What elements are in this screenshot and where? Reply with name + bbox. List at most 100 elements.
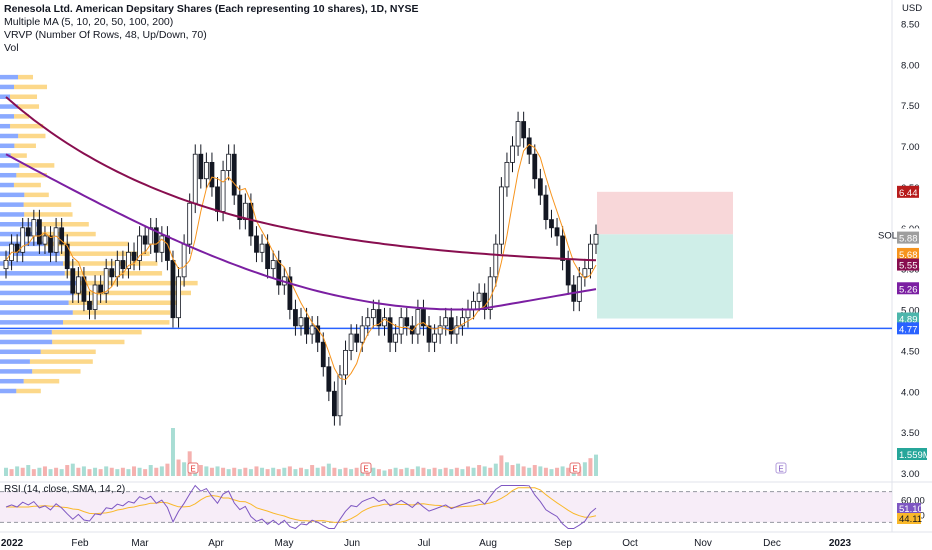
volume-bar bbox=[505, 462, 509, 476]
volume-bar bbox=[472, 468, 476, 476]
volume-bar bbox=[438, 469, 442, 476]
vrvp-up-bar bbox=[0, 193, 24, 198]
volume-bar bbox=[121, 468, 125, 476]
symbol-title[interactable]: Renesola Ltd. American Depsitary Shares … bbox=[4, 3, 419, 16]
volume-bar bbox=[293, 469, 297, 476]
candle-body bbox=[87, 301, 91, 309]
vrvp-up-bar bbox=[0, 291, 74, 296]
volume-bar bbox=[199, 465, 203, 476]
volume-indicator-label[interactable]: Vol bbox=[4, 42, 419, 55]
volume-bar bbox=[427, 469, 431, 476]
candle-body bbox=[93, 285, 97, 310]
candle-body bbox=[544, 195, 548, 220]
volume-bar bbox=[499, 455, 503, 476]
vrvp-down-bar bbox=[16, 389, 40, 394]
candle-body bbox=[188, 203, 192, 244]
candle-body bbox=[216, 187, 220, 212]
candle-body bbox=[533, 154, 537, 179]
candle-body bbox=[310, 326, 314, 334]
candle-body bbox=[177, 277, 181, 318]
earnings-marker-label: E bbox=[190, 465, 195, 474]
candle-body bbox=[121, 260, 125, 268]
volume-bar bbox=[460, 469, 464, 476]
earnings-marker-label: E bbox=[572, 465, 577, 474]
volume-bar bbox=[110, 468, 114, 476]
volume-bar bbox=[349, 469, 353, 476]
earnings-marker-label: E bbox=[778, 465, 783, 474]
x-tick-label: Aug bbox=[479, 538, 497, 549]
volume-bar bbox=[26, 465, 30, 476]
volume-bar bbox=[32, 469, 36, 476]
candle-body bbox=[143, 236, 147, 244]
y-tick-label: 4.00 bbox=[901, 387, 920, 398]
candle-body bbox=[577, 277, 581, 302]
y-tick-label: 8.50 bbox=[901, 19, 920, 30]
volume-bar bbox=[182, 462, 186, 476]
candle-body bbox=[199, 154, 203, 179]
vrvp-up-bar bbox=[0, 340, 52, 345]
candle-body bbox=[204, 162, 208, 178]
volume-bar bbox=[99, 469, 103, 476]
x-tick-label: Sep bbox=[554, 538, 572, 549]
candle-body bbox=[416, 310, 420, 335]
vrvp-indicator-label[interactable]: VRVP (Number Of Rows, 48, Up/Down, 70) bbox=[4, 29, 419, 42]
vrvp-up-bar bbox=[0, 379, 24, 384]
candle-body bbox=[26, 228, 30, 236]
volume-bar bbox=[160, 466, 164, 476]
candle-body bbox=[49, 236, 53, 252]
ma-indicator-label[interactable]: Multiple MA (5, 10, 20, 50, 100, 200) bbox=[4, 16, 419, 29]
volume-bar bbox=[332, 468, 336, 476]
vrvp-up-bar bbox=[0, 212, 24, 217]
stop-loss-zone bbox=[597, 192, 733, 235]
candle-body bbox=[115, 260, 119, 276]
volume-bar bbox=[21, 468, 25, 476]
volume-bar bbox=[49, 469, 53, 476]
vrvp-down-bar bbox=[14, 85, 47, 90]
volume-bar bbox=[260, 468, 264, 476]
volume-bar bbox=[204, 466, 208, 476]
candle-body bbox=[588, 244, 592, 269]
vrvp-down-bar bbox=[24, 379, 60, 384]
volume-bar bbox=[227, 469, 231, 476]
vrvp-up-bar bbox=[0, 281, 77, 286]
volume-bar bbox=[344, 468, 348, 476]
price-label: 5.55 bbox=[899, 261, 918, 272]
rsi-legend[interactable]: RSI (14, close, SMA, 14, 2) bbox=[4, 484, 125, 495]
volume-bar bbox=[232, 468, 236, 476]
candle-body bbox=[449, 318, 453, 334]
x-tick-label: Feb bbox=[71, 538, 89, 549]
candle-body bbox=[561, 236, 565, 261]
candle-body bbox=[555, 228, 559, 236]
candle-body bbox=[338, 375, 342, 416]
candle-body bbox=[522, 122, 526, 138]
x-tick-label: Nov bbox=[694, 538, 712, 549]
volume-bar bbox=[299, 468, 303, 476]
candle-body bbox=[193, 154, 197, 203]
volume-bar bbox=[254, 466, 258, 476]
candle-body bbox=[549, 220, 553, 228]
vrvp-up-bar bbox=[0, 359, 30, 364]
volume-bar bbox=[433, 468, 437, 476]
candle-body bbox=[349, 334, 353, 350]
candle-body bbox=[271, 260, 275, 268]
vrvp-down-bar bbox=[52, 330, 142, 335]
volume-bar bbox=[522, 466, 526, 476]
volume-bar bbox=[60, 469, 64, 476]
candle-body bbox=[399, 318, 403, 334]
volume-bar bbox=[249, 469, 253, 476]
candle-body bbox=[104, 269, 108, 294]
price-label: 6.44 bbox=[899, 188, 918, 199]
candle-body bbox=[327, 367, 331, 392]
rsi-sma-value-label: 44.11 bbox=[899, 514, 922, 525]
volume-bar bbox=[405, 468, 409, 476]
volume-bar bbox=[449, 469, 453, 476]
x-tick-label: May bbox=[275, 538, 294, 549]
volume-bar bbox=[338, 469, 342, 476]
candle-body bbox=[488, 277, 492, 310]
candle-body bbox=[516, 122, 520, 147]
volume-bar bbox=[477, 465, 481, 476]
vrvp-up-bar bbox=[0, 320, 63, 325]
candle-body bbox=[332, 391, 336, 416]
